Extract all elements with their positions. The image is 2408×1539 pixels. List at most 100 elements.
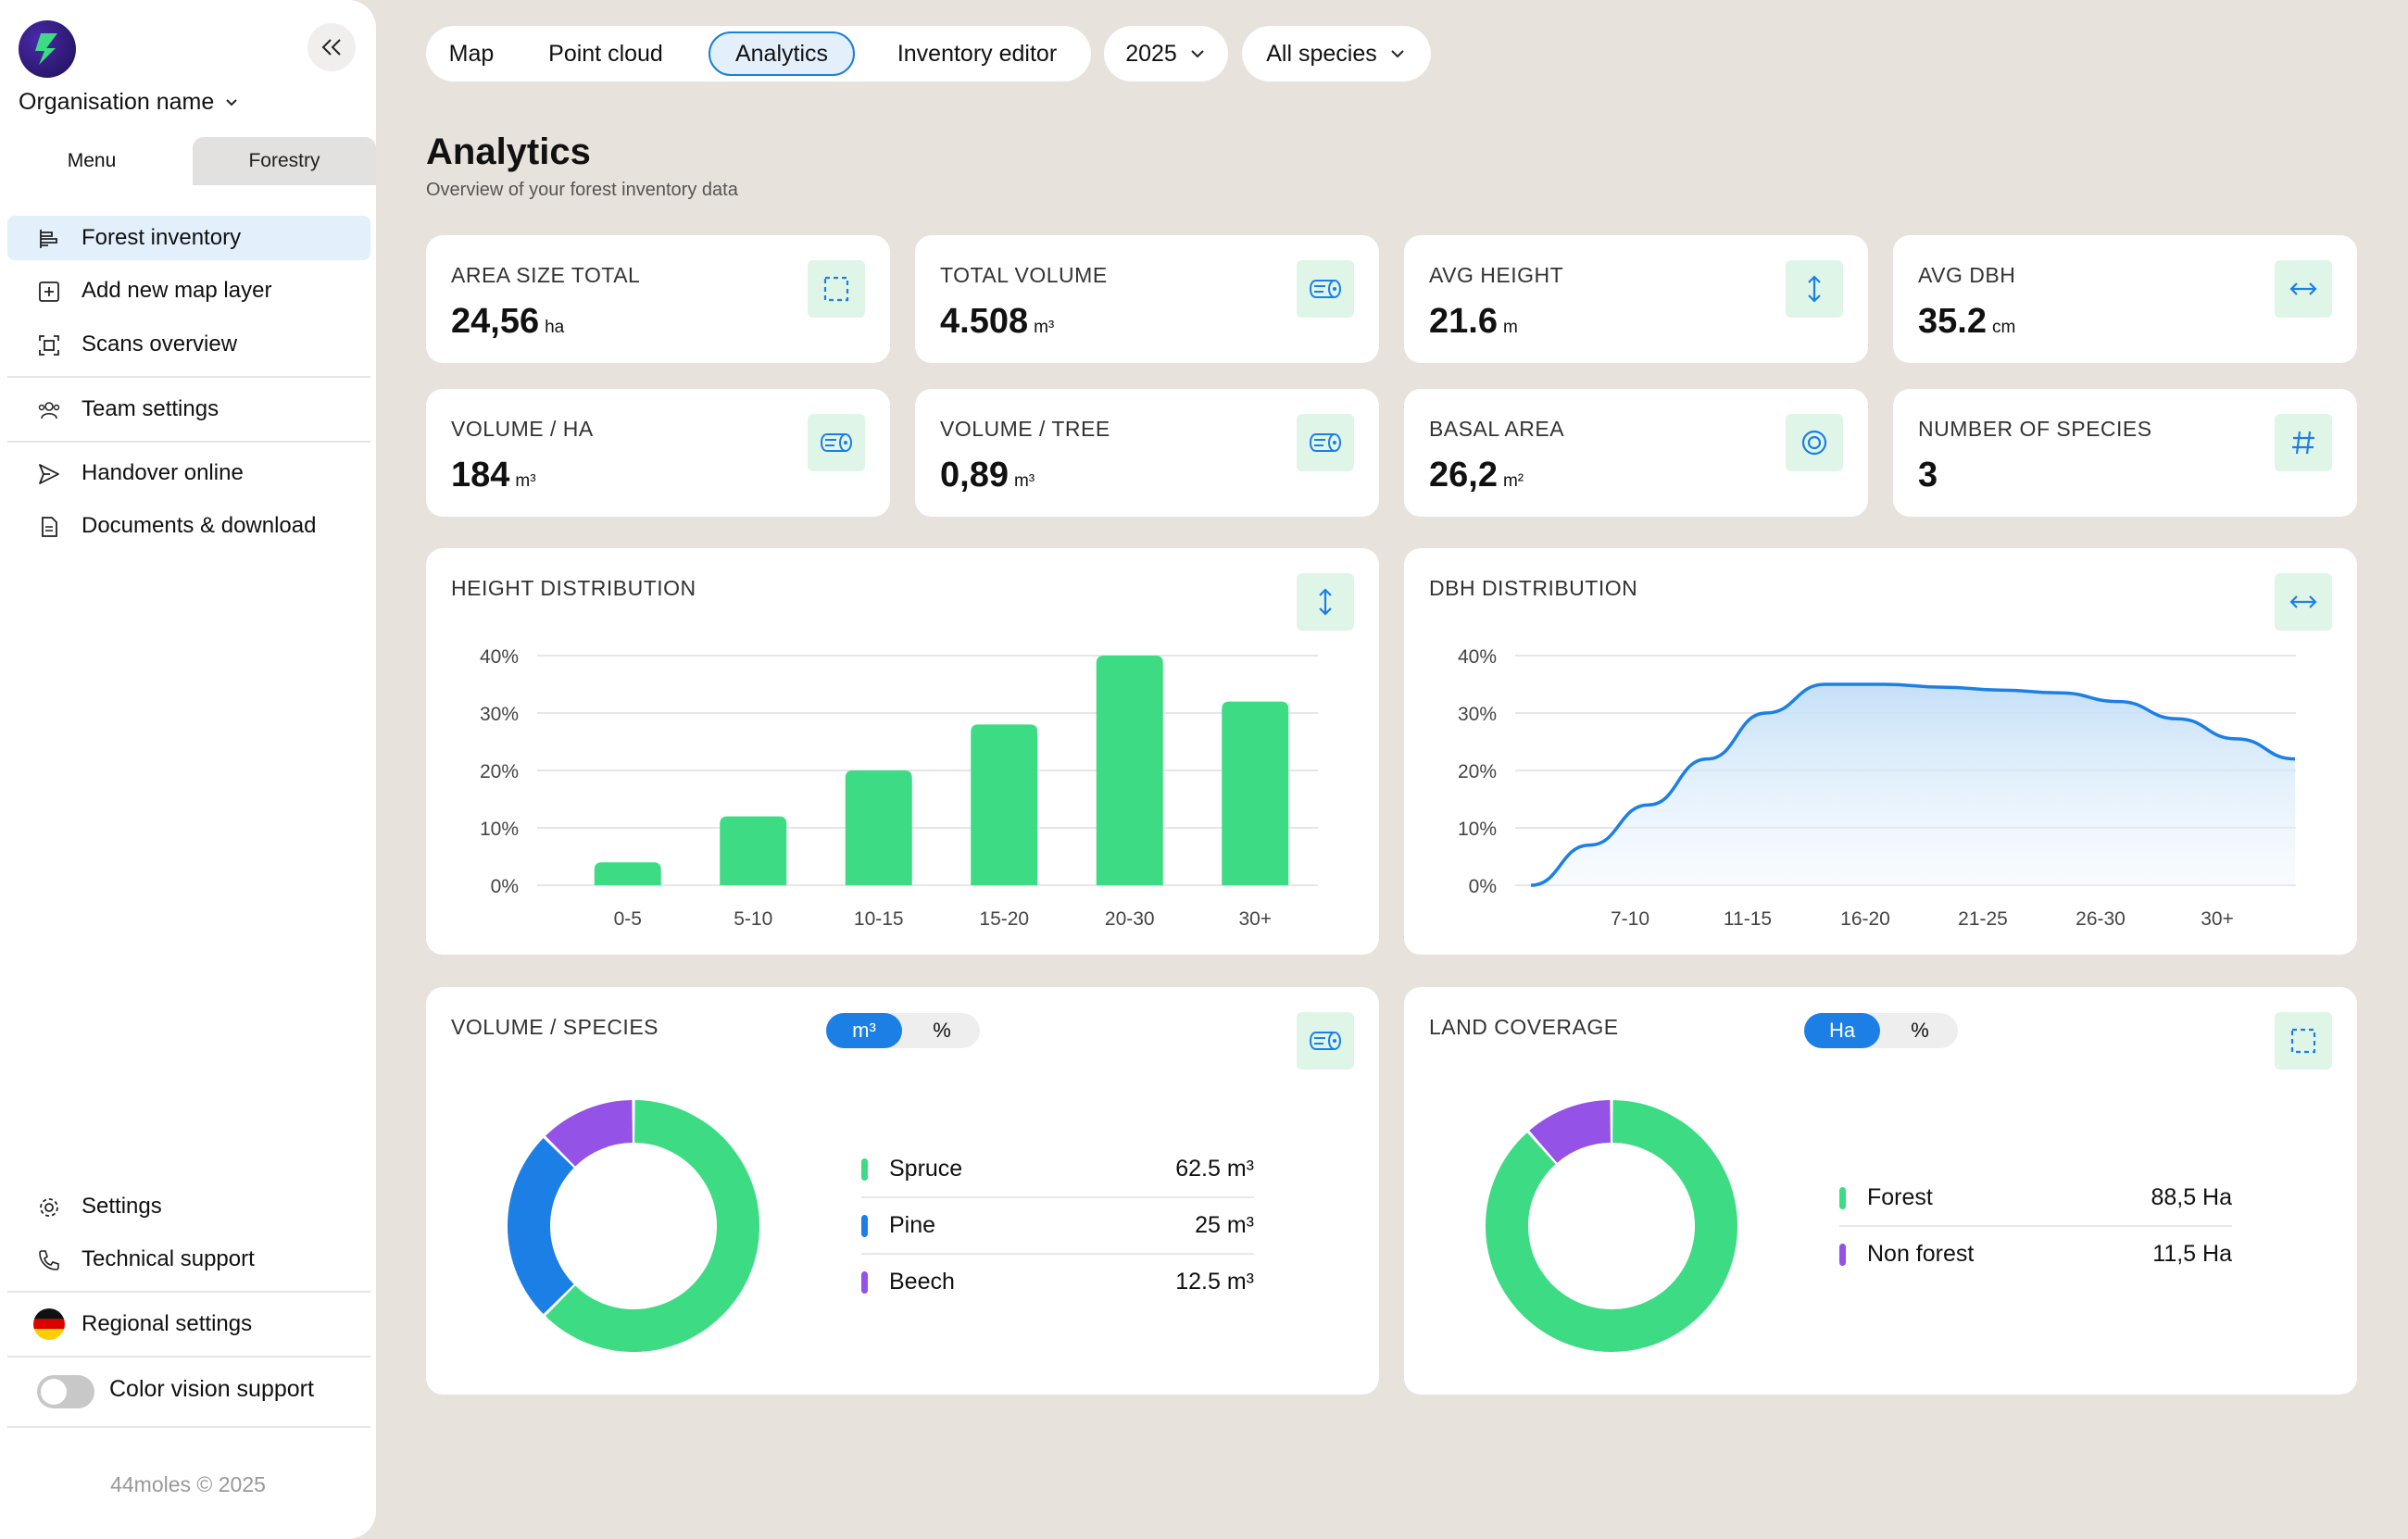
y-tick-label: 20% — [480, 761, 519, 782]
volume-species-card: VOLUME / SPECIES m³ % Spruce 62.5 m³ Pine 2… — [426, 987, 1379, 1395]
sidebar-item-documents-download[interactable]: Documents & download — [7, 504, 370, 548]
sidebar-item-label: Regional settings — [82, 1311, 253, 1336]
toggle-m3-label: m³ — [852, 1019, 876, 1042]
collapse-sidebar-button[interactable] — [307, 23, 356, 71]
stat-unit: m² — [1502, 471, 1524, 491]
legend-value: 11,5 Ha — [2152, 1240, 2232, 1267]
horizontal-arrow-icon — [2289, 282, 2317, 295]
legend-color — [861, 1158, 868, 1181]
sidebar-item-technical-support[interactable]: Technical support — [7, 1237, 370, 1282]
app-logo[interactable] — [19, 20, 76, 78]
tab-analytics[interactable]: Analytics — [709, 31, 855, 76]
stat-label: AVG DBH — [1918, 263, 2016, 287]
legend-color — [1839, 1244, 1846, 1266]
legend-value: 88,5 Ha — [2151, 1183, 2232, 1210]
chevron-down-icon — [226, 98, 237, 106]
stat-label: VOLUME / HA — [451, 417, 594, 441]
bar-20-30 — [1096, 656, 1163, 885]
tab-menu-label: Menu — [67, 150, 117, 171]
sidebar-item-add-map-layer[interactable]: Add new map layer — [7, 269, 370, 313]
stat-number: 0,89 — [940, 456, 1009, 494]
donut-slice-pine — [508, 1138, 575, 1314]
sidebar-item-label: Handover online — [82, 460, 244, 485]
log-icon — [1309, 280, 1341, 298]
height-icon-box — [1297, 573, 1354, 631]
organisation-selector[interactable]: Organisation name — [19, 89, 240, 116]
stat-icon-box — [1786, 414, 1843, 471]
height-distribution-card: HEIGHT DISTRIBUTION 40% 30% 20% 10% 0% 0-5 5-1… — [426, 548, 1379, 955]
x-tick-label: 7-10 — [1611, 908, 1649, 930]
year-dropdown[interactable]: 2025 — [1104, 26, 1228, 81]
legend-name: Non forest — [1867, 1240, 1975, 1267]
x-tick-label: 11-15 — [1724, 908, 1772, 930]
sidebar-item-forest-inventory[interactable]: Forest inventory — [7, 216, 370, 260]
stat-number: 26,2 — [1429, 456, 1498, 494]
x-tick-label: 30+ — [1238, 908, 1272, 930]
species-dropdown[interactable]: All species — [1242, 26, 1431, 81]
sidebar-item-regional-settings[interactable]: Regional settings — [7, 1302, 370, 1346]
tab-point-cloud[interactable]: Point cloud — [533, 31, 678, 76]
divider — [7, 1356, 370, 1358]
toggle-ha-label: Ha — [1828, 1019, 1856, 1042]
tab-map[interactable]: Map — [441, 31, 502, 76]
divider — [7, 1426, 370, 1428]
tab-menu[interactable]: Menu — [0, 137, 183, 185]
toggle-percent-label: % — [1911, 1019, 1929, 1042]
stat-value: 3 — [1918, 456, 1943, 495]
donut-slice-beech — [546, 1100, 633, 1168]
page-title: Analytics — [426, 131, 591, 172]
toggle-percent[interactable]: % — [1882, 1013, 1958, 1048]
tab-inventory-editor[interactable]: Inventory editor — [880, 31, 1074, 76]
view-tabs: Map Point cloud Analytics Inventory edit… — [426, 26, 1091, 81]
stat-unit: m³ — [1034, 318, 1055, 337]
legend-name: Forest — [1867, 1183, 1933, 1210]
stat-card-area-size-total: AREA SIZE TOTAL 24,56 ha — [426, 235, 890, 363]
y-tick-label: 10% — [480, 819, 519, 840]
x-tick-label: 0-5 — [614, 908, 642, 930]
legend-color — [861, 1271, 868, 1294]
sidebar-item-settings[interactable]: Settings — [7, 1184, 370, 1229]
stat-value: 0,89 m³ — [940, 456, 1035, 495]
target-icon — [1801, 430, 1827, 456]
stat-unit: m³ — [515, 471, 536, 491]
vertical-arrow-icon — [1319, 588, 1332, 616]
dbh-distribution-chart: 40% 30% 20% 10% 0% 7-10 11-15 16-20 21-25 26-30 30… — [1458, 646, 2296, 930]
send-icon — [39, 464, 59, 484]
sidebar-item-scans-overview[interactable]: Scans overview — [7, 322, 370, 367]
y-tick-label: 0% — [1469, 876, 1497, 897]
legend-separator — [1839, 1224, 2232, 1227]
land-coverage-card: LAND COVERAGE Ha % Forest 88,5 Ha Non fore… — [1404, 987, 2357, 1395]
x-tick-label: 15-20 — [979, 908, 1029, 930]
toggle-m3[interactable]: m³ — [826, 1013, 902, 1048]
color-vision-toggle[interactable] — [37, 1375, 94, 1408]
volume-species-title: VOLUME / SPECIES — [451, 1015, 659, 1039]
stat-number: 4.508 — [940, 302, 1029, 341]
tab-analytics-label: Analytics — [734, 40, 829, 67]
gear-icon — [40, 1198, 58, 1217]
legend-color — [861, 1215, 868, 1237]
stat-card-volume-tree: VOLUME / TREE 0,89 m³ — [915, 389, 1379, 517]
sidebar-item-team-settings[interactable]: Team settings — [7, 387, 370, 432]
dbh-area-fill — [1531, 684, 2295, 885]
year-value: 2025 — [1125, 40, 1177, 67]
x-tick-label: 16-20 — [1840, 908, 1890, 930]
bar-10-15 — [845, 770, 912, 885]
stat-number: 24,56 — [451, 302, 540, 341]
tab-forestry[interactable]: Forestry — [193, 137, 376, 185]
sidebar: Organisation name Menu Forestry Forest i… — [0, 0, 376, 1539]
x-tick-label: 5-10 — [734, 908, 772, 930]
toggle-ha[interactable]: Ha — [1804, 1013, 1880, 1048]
x-tick-label: 21-25 — [1958, 908, 2008, 930]
stat-card-volume-ha: VOLUME / HA 184 m³ — [426, 389, 890, 517]
legend-row-non-forest: Non forest 11,5 Ha — [1839, 1232, 2232, 1275]
legend-separator — [861, 1195, 1254, 1198]
copyright: 44moles © 2025 — [110, 1472, 266, 1496]
stat-icon-box — [808, 414, 865, 471]
sidebar-item-handover-online[interactable]: Handover online — [7, 451, 370, 495]
stat-number: 184 — [451, 456, 510, 494]
stat-icon-box — [1297, 260, 1354, 318]
toggle-percent[interactable]: % — [904, 1013, 980, 1048]
stat-value: 4.508 m³ — [940, 302, 1054, 342]
documents-icon — [42, 517, 57, 537]
sidebar-item-label: Documents & download — [82, 513, 317, 538]
